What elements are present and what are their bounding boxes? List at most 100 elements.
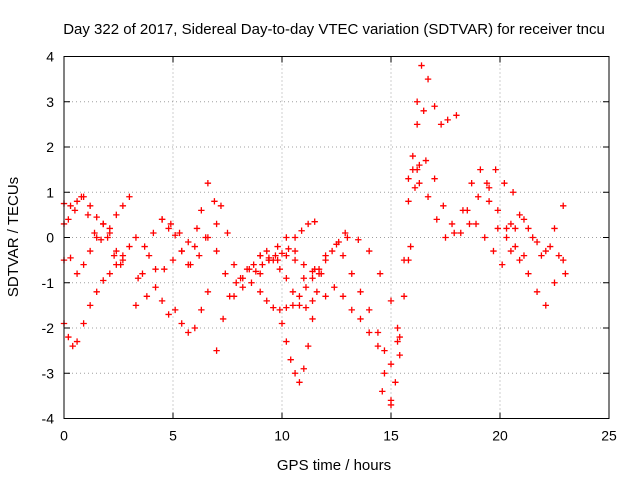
data-point [113,261,120,268]
data-point [533,288,541,295]
data-point [65,216,72,223]
data-point [453,112,460,119]
data-point [477,166,484,173]
data-point [562,270,569,277]
data-point [274,256,281,264]
data-point [276,265,284,273]
series-satellite-track-i [213,218,318,354]
data-point [413,98,421,105]
data-point [237,275,244,282]
data-point [339,252,347,259]
data-point [176,229,183,237]
data-point [440,202,447,210]
data-point [224,229,231,237]
data-point [270,304,277,311]
data-point [379,388,386,395]
data-point [100,277,107,284]
data-point [257,288,264,295]
data-point [73,338,81,345]
data-point [141,243,148,250]
data-points [60,62,569,409]
data-point [542,302,549,309]
data-point [104,234,111,241]
data-point [512,225,519,232]
data-point [152,265,159,273]
data-point [416,180,423,187]
y-axis-label: SDTVAR / TECUs [5,177,22,297]
data-point [457,229,464,237]
data-point [67,254,74,262]
data-point [113,247,120,255]
y-tick-label: 3 [46,94,54,110]
data-point [407,243,414,250]
data-point [185,261,192,268]
data-point [73,198,81,205]
data-point [213,220,220,228]
data-point [468,180,475,187]
data-point [348,306,355,314]
data-point [381,347,388,354]
series-satellite-track-a [60,193,133,232]
data-point [503,234,510,241]
data-point [93,234,100,241]
data-point [278,320,286,327]
data-point [507,220,515,228]
data-point [374,329,382,336]
data-point [448,220,456,228]
data-point [185,329,192,336]
data-point [328,247,336,255]
series-satellite-track-m [257,252,325,277]
data-point [86,247,94,255]
data-point [263,297,270,305]
data-point [422,157,430,164]
data-point [309,315,316,323]
data-point [366,306,373,314]
data-point [165,311,172,318]
data-point [551,279,558,286]
data-point [191,243,198,250]
data-point [433,216,440,223]
data-point [263,247,270,255]
data-point [437,121,445,128]
data-point [396,333,403,341]
data-point [405,198,412,205]
data-point [475,193,482,200]
data-point [67,202,74,210]
data-point [165,225,172,232]
data-point [291,234,299,241]
data-point [357,288,364,295]
series-satellite-track-d [60,243,133,350]
data-point [252,268,260,275]
data-point [387,361,395,368]
data-point [217,202,225,210]
data-point [516,211,523,219]
data-point [466,220,473,228]
series-satellite-track-w [507,202,567,255]
data-point [193,225,201,232]
series-satellite-track-e [132,252,212,336]
data-point [366,329,373,336]
data-point [498,261,506,268]
data-point [257,270,264,277]
x-axis-label: GPS time / hours [277,457,391,474]
data-point [431,175,438,182]
data-point [78,193,85,200]
data-point [126,243,133,250]
data-point [71,207,79,214]
data-point [451,229,458,237]
data-point [86,302,94,309]
chart-title: Day 322 of 2017, Sidereal Day-to-day VTE… [63,21,605,38]
data-point [100,220,107,228]
data-point [381,370,388,377]
data-point [283,252,290,259]
data-point [204,234,212,241]
data-point [503,225,510,232]
data-point [516,256,523,264]
data-point [296,293,303,300]
data-point [309,297,316,305]
data-point [309,275,316,282]
data-point [230,293,238,300]
data-point [472,220,480,228]
y-tick-label: 1 [46,184,54,200]
x-tick-label: 0 [60,428,68,444]
